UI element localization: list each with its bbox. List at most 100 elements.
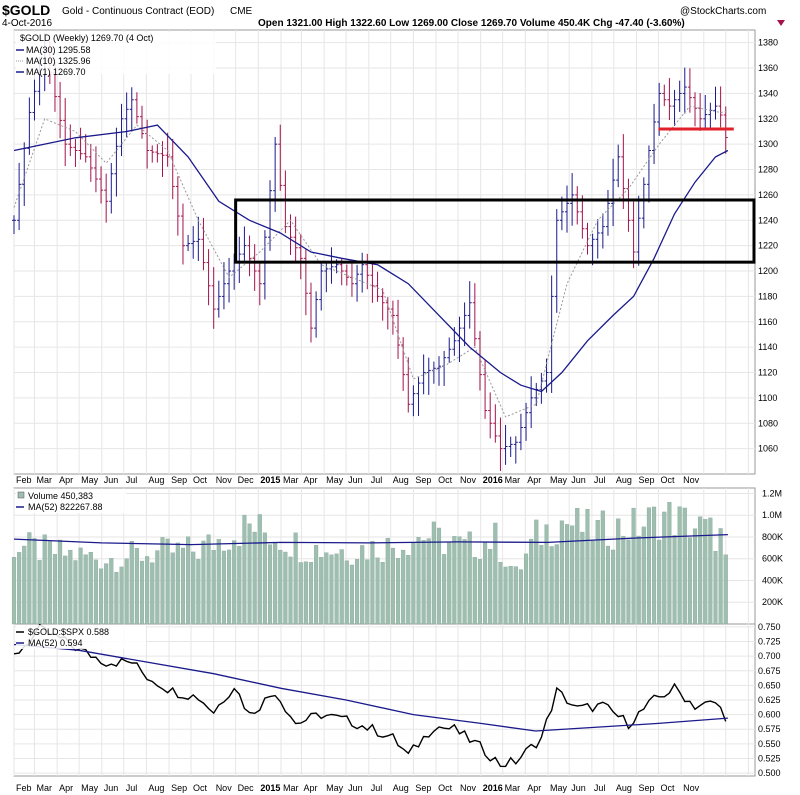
x-tick-label: Feb [16, 783, 32, 793]
volume-plot [11, 502, 728, 625]
volume-bar [344, 560, 349, 625]
volume-bar [73, 560, 78, 625]
x-tick-label: 2015 [260, 783, 280, 793]
x-tick-label: Aug [393, 475, 409, 485]
volume-bar [554, 544, 559, 625]
volume-bar [611, 549, 616, 625]
volume-bar [703, 519, 708, 625]
volume-bar [395, 558, 401, 625]
volume-bar [124, 558, 129, 625]
volume-bar [385, 537, 390, 625]
volume-bar [370, 540, 375, 625]
price-tick-label: 1240 [758, 215, 778, 225]
volume-bar [175, 542, 180, 625]
volume-bar [636, 535, 641, 625]
volume-bar [431, 521, 436, 625]
volume-legend: Volume 450,383 MA(52) 822267.88 [16, 489, 126, 513]
volume-bar [708, 517, 713, 625]
volume-bar [170, 552, 175, 625]
price-tick-label: 1140 [758, 342, 777, 352]
volume-bar [119, 566, 124, 625]
x-tick-label: Nov [216, 783, 233, 793]
volume-bar [150, 562, 155, 625]
x-tick-label: Apr [527, 475, 541, 485]
x-tick-label: Apr [59, 475, 73, 485]
volume-bar [652, 506, 657, 625]
volume-bar [467, 531, 472, 625]
volume-bar [365, 559, 370, 625]
ratio-tick-label: 0.525 [758, 753, 781, 763]
volume-bar [472, 557, 477, 625]
x-tick-label: Oct [660, 475, 675, 485]
x-tick-label: Nov [460, 783, 477, 793]
volume-bar [308, 562, 314, 625]
volume-bar [641, 526, 646, 625]
x-tick-label: Oct [193, 475, 208, 485]
volume-bar [498, 562, 503, 625]
volume-bar [518, 569, 523, 625]
volume-bar [273, 542, 278, 625]
price-tick-label: 1360 [758, 63, 778, 73]
price-tick-label: 1300 [758, 139, 778, 149]
volume-bar [544, 524, 549, 625]
volume-bar [672, 535, 677, 625]
price-tick-label: 1080 [758, 418, 778, 428]
volume-bar [646, 507, 651, 625]
grid [13, 30, 755, 776]
x-tick-label: May [81, 783, 99, 793]
volume-bar [631, 507, 636, 625]
volume-bar [180, 547, 186, 625]
volume-bar [723, 554, 728, 625]
x-tick-label: Jul [126, 475, 138, 485]
x-tick-label: Apr [303, 475, 317, 485]
ma1-legend-item: MA(1) 1269.70 [26, 67, 86, 77]
x-tick-label: Jun [104, 783, 119, 793]
x-tick-label: May [81, 475, 99, 485]
x-tick-label: Jul [594, 783, 606, 793]
price-tick-label: 1380 [758, 38, 778, 48]
volume-ma-legend-item: MA(52) 822267.88 [28, 502, 103, 512]
volume-bar [390, 547, 395, 625]
volume-bar [483, 542, 488, 625]
price-tick-label: 1260 [758, 190, 778, 200]
price-tick-label: 1160 [758, 317, 777, 327]
volume-bar [447, 541, 452, 625]
volume-bar [534, 519, 539, 625]
volume-bar [232, 540, 237, 625]
volume-bar [98, 568, 104, 625]
volume-bar [11, 557, 17, 625]
chart-header: $GOLD Gold - Continuous Contract (EOD) C… [2, 2, 785, 29]
x-tick-label: Sep [415, 783, 431, 793]
volume-bar [68, 549, 73, 625]
volume-bar [134, 548, 139, 625]
price-panel [13, 29, 756, 475]
volume-bar [426, 538, 431, 625]
volume-bar [570, 525, 575, 625]
x-tick-label: Apr [303, 783, 317, 793]
x-tick-label: Jul [126, 783, 138, 793]
volume-bar [457, 536, 462, 625]
x-tick-label: Jun [348, 475, 363, 485]
volume-bar [605, 545, 611, 625]
volume-bar [88, 552, 93, 625]
volume-bar [145, 556, 150, 625]
volume-bar [523, 553, 529, 625]
x-tick-label: Jun [571, 783, 586, 793]
x-tick-label: Apr [59, 783, 73, 793]
volume-bar [595, 520, 600, 625]
x-tick-label: Oct [193, 783, 208, 793]
dropdown-icon[interactable] [777, 20, 785, 26]
volume-bar [32, 538, 37, 625]
instrument-name: Gold - Continuous Contract (EOD) [62, 6, 214, 17]
x-tick-label: Jun [104, 475, 119, 485]
volume-bar [682, 507, 687, 625]
volume-bar [129, 540, 134, 625]
x-tick-label: Mar [505, 783, 521, 793]
volume-bar [78, 547, 83, 625]
volume-bar [104, 563, 109, 625]
x-tick-label: Nov [683, 783, 700, 793]
watermark: @StockCharts.com [680, 6, 766, 17]
ratio-tick-label: 0.700 [758, 651, 781, 661]
x-tick-label: Dec [238, 783, 255, 793]
